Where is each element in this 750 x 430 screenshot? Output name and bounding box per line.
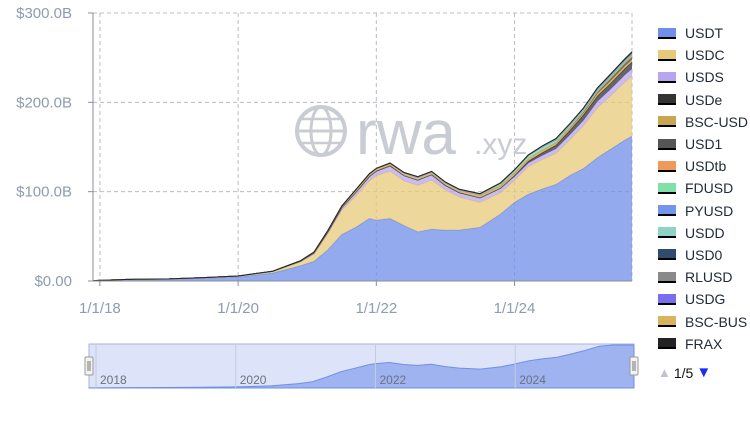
y-tick-label: $0.00: [34, 273, 72, 290]
legend-item[interactable]: USDS: [658, 66, 748, 88]
legend-label: USD0: [685, 246, 723, 263]
axes: $0.00 $100.0B $200.0B $300.0B 1/1/18 1/1/20 1/…: [16, 5, 632, 317]
legend-swatch: [658, 271, 676, 283]
legend-item[interactable]: USDT: [658, 22, 748, 44]
navigator-left-handle[interactable]: [84, 356, 94, 376]
legend-item[interactable]: USD0: [658, 244, 748, 266]
legend-swatch: [658, 205, 676, 217]
legend-label: FDUSD: [685, 180, 734, 197]
legend-swatch: [658, 116, 676, 128]
legend-label: USDC: [685, 47, 725, 64]
legend-item[interactable]: PYUSD: [658, 200, 748, 222]
navigator-label: 2024: [519, 373, 546, 387]
legend-label: BSC-USD: [685, 113, 749, 130]
legend-swatch: [658, 293, 676, 305]
legend-item[interactable]: USD1: [658, 133, 748, 155]
legend-swatch: [658, 160, 676, 172]
legend-item[interactable]: USDG: [658, 288, 748, 310]
legend-label: USDD: [685, 224, 725, 241]
legend-item[interactable]: BSC-BUS: [658, 310, 748, 332]
legend-label: USD1: [685, 136, 723, 153]
legend: USDT USDC USDS USDe BSC-USD USD1 USDtb FDUSD PYU…: [658, 22, 748, 355]
y-tick-label: $300.0B: [16, 5, 72, 22]
svg-text:.xyz: .xyz: [474, 128, 527, 161]
legend-item[interactable]: USDe: [658, 89, 748, 111]
navigator-area: [88, 344, 635, 389]
series-area-usdt: [93, 136, 632, 281]
legend-label: RLUSD: [685, 269, 733, 286]
legend-swatch: [658, 182, 676, 194]
navigator-label: 2018: [100, 373, 127, 387]
handle-body[interactable]: [84, 356, 94, 376]
legend-item[interactable]: FRAX: [658, 333, 748, 355]
legend-item[interactable]: RLUSD: [658, 266, 748, 288]
series-line-frax: [92, 51, 633, 282]
y-tick-label: $200.0B: [16, 94, 72, 111]
page-down-icon[interactable]: ▼: [696, 364, 712, 381]
legend-label: USDS: [685, 69, 724, 86]
legend-item[interactable]: USDtb: [658, 155, 748, 177]
navigator-right-handle[interactable]: [629, 356, 639, 376]
navigator-label: 2020: [240, 373, 267, 387]
handle-body[interactable]: [629, 356, 639, 376]
x-tick-label: 1/1/18: [79, 300, 121, 317]
legend-swatch: [658, 27, 676, 39]
series-areas: [92, 51, 633, 282]
legend-swatch: [658, 338, 676, 350]
svg-text:rwa: rwa: [356, 99, 456, 168]
legend-label: USDG: [685, 291, 726, 308]
range-navigator[interactable]: 2018 2020 2022 2024: [84, 343, 639, 389]
legend-swatch: [658, 71, 676, 83]
legend-swatch: [658, 249, 676, 261]
legend-label: USDT: [685, 25, 724, 42]
legend-swatch: [658, 138, 676, 150]
legend-label: USDe: [685, 91, 723, 108]
page-indicator: 1/5: [673, 364, 694, 381]
legend-swatch: [658, 94, 676, 106]
series-area-usdc: [93, 76, 632, 281]
legend-label: USDtb: [685, 158, 727, 175]
legend-pager: ▲ 1/5 ▼: [658, 364, 711, 381]
legend-swatch: [658, 316, 676, 328]
x-tick-label: 1/1/24: [494, 300, 536, 317]
legend-label: BSC-BUS: [685, 313, 748, 330]
navigator-label: 2022: [379, 373, 406, 387]
legend-item[interactable]: BSC-USD: [658, 111, 748, 133]
legend-item[interactable]: USDD: [658, 222, 748, 244]
page-up-icon[interactable]: ▲: [658, 365, 671, 380]
x-tick-label: 1/1/20: [217, 300, 259, 317]
rwa-watermark-logo: rwa .xyz: [295, 99, 527, 168]
legend-label: PYUSD: [685, 202, 734, 219]
legend-item[interactable]: FDUSD: [658, 177, 748, 199]
legend-label: FRAX: [685, 335, 723, 352]
legend-item[interactable]: USDC: [658, 44, 748, 66]
legend-swatch: [658, 227, 676, 239]
y-tick-label: $100.0B: [16, 184, 72, 201]
legend-swatch: [658, 49, 676, 61]
x-tick-label: 1/1/22: [355, 300, 397, 317]
